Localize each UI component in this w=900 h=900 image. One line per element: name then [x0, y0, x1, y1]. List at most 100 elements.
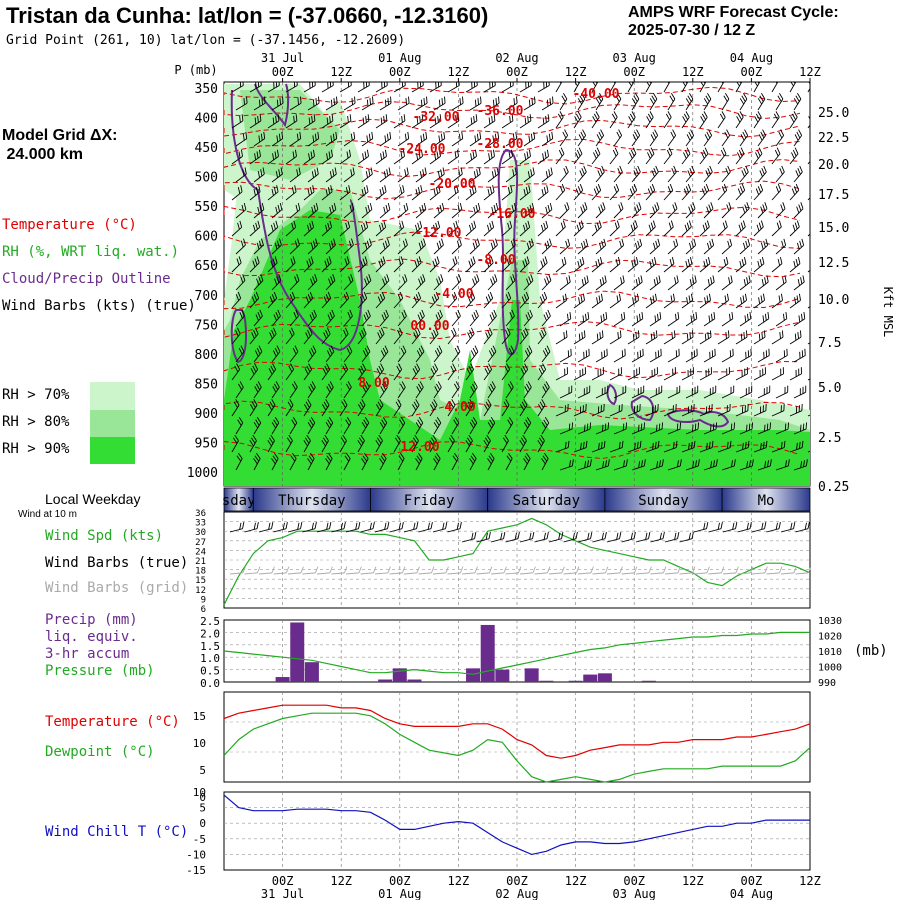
wind-barb-staff — [717, 82, 725, 93]
wind-barb-flag — [596, 147, 601, 154]
wind-barb-staff — [735, 373, 748, 381]
wind-barb — [771, 257, 783, 273]
wind-barb-flag — [577, 260, 580, 268]
wind-barb-flag — [418, 347, 423, 355]
wind-barb-flag — [372, 96, 374, 104]
wind-barb-flag — [587, 460, 589, 467]
wind-barb-flag — [459, 521, 462, 529]
wind-barb-flag — [724, 295, 727, 303]
wind-barb — [717, 367, 730, 381]
wind-barb-staff — [451, 315, 461, 327]
wind-barb-flag — [688, 242, 692, 250]
wind-barb-staff — [375, 191, 387, 201]
wind-barb-flag — [793, 186, 798, 193]
wind-barb-flag — [514, 167, 517, 175]
wind-barb-staff — [357, 440, 365, 453]
wind-barb — [339, 220, 351, 237]
wind-barb-flag — [255, 291, 260, 299]
wind-barb-staff — [325, 280, 336, 291]
wind-barb-staff — [645, 190, 656, 201]
wind-barb-flag — [437, 82, 440, 88]
surface-wind-barb — [766, 521, 781, 533]
wind-barb-flag — [277, 204, 281, 212]
wind-barb — [757, 422, 772, 435]
wind-barb-staff — [645, 299, 657, 309]
wind-barb-staff — [635, 572, 649, 575]
wind-barb-flag — [513, 238, 516, 246]
wind-barb-staff — [249, 369, 259, 381]
wind-barb-flag — [566, 277, 569, 284]
wind-barb-staff — [411, 298, 422, 309]
wind-barb-staff — [505, 102, 518, 111]
wind-barb-flag — [779, 257, 783, 264]
wind-barb-flag — [522, 260, 526, 268]
wind-barb-flag — [509, 312, 513, 319]
wind-barb-flag — [384, 185, 387, 192]
wind-barb-flag — [276, 135, 279, 143]
wind-barb-staff — [451, 244, 462, 255]
wind-barb-flag — [746, 202, 750, 209]
wind-barb-staff — [231, 191, 243, 201]
wind-barb-flag — [742, 442, 744, 450]
wind-barb-flag — [540, 260, 544, 268]
wind-barb — [303, 327, 313, 345]
wind-barb — [699, 183, 710, 201]
wind-barb — [375, 363, 385, 381]
wind-barb-staff — [699, 336, 712, 345]
wind-barb — [757, 238, 769, 255]
wind-barb-flag — [632, 222, 636, 230]
wind-barb-flag — [590, 566, 594, 574]
wind-barb-flag — [705, 258, 709, 266]
wind-barb-staff — [595, 171, 605, 183]
wind-barb-staff — [321, 120, 334, 129]
wind-barb-flag — [432, 260, 436, 268]
wind-barb-staff — [389, 528, 403, 533]
surface-wind-barb — [519, 531, 535, 543]
wind-barb-staff — [613, 355, 626, 363]
wind-barb-flag — [800, 202, 804, 209]
wind-barb — [429, 291, 440, 309]
wind-barb-flag — [676, 275, 679, 283]
wind-barb — [451, 131, 464, 147]
wind-barb-flag — [679, 422, 682, 430]
wind-barb-flag — [564, 441, 567, 449]
wind-barb-flag — [472, 278, 476, 286]
wind-barb-staff — [541, 351, 551, 363]
wind-barb-flag — [305, 296, 310, 303]
grid-wind-barb — [737, 566, 754, 575]
wind-barb-staff — [627, 153, 637, 165]
height-tick-label: 0.25 — [818, 480, 849, 495]
wind-barb — [253, 381, 262, 399]
wind-barb-staff — [339, 298, 350, 309]
wind-barb-staff — [699, 373, 712, 381]
wind-barb-flag — [414, 365, 419, 373]
wind-barb — [559, 129, 569, 147]
wind-barb-staff — [681, 226, 692, 237]
wind-barb-staff — [501, 85, 514, 93]
wind-barb-staff — [703, 244, 714, 255]
wind-barb-flag — [588, 348, 590, 356]
wind-barb-staff — [271, 209, 283, 219]
wind-barb-flag — [271, 566, 275, 574]
wind-barb — [703, 275, 715, 291]
wind-barb-flag — [330, 240, 334, 248]
wind-barb — [559, 312, 572, 327]
wind-barb-flag — [693, 238, 697, 246]
grid-point-label: Grid Point (261, 10) lat/lon = (-37.1456… — [6, 33, 406, 48]
wind-barb-staff — [343, 315, 353, 327]
wind-barb — [523, 416, 532, 435]
wind-barb-flag — [351, 202, 355, 210]
wind-barb-flag — [327, 419, 332, 426]
temperature-contour — [224, 138, 801, 157]
wind-barb-flag — [261, 238, 264, 246]
wind-barb-flag — [783, 238, 787, 246]
wind-barb-flag — [690, 441, 693, 449]
wind-barb-staff — [739, 244, 750, 255]
wind-barb-staff — [757, 171, 767, 183]
wind-barb-flag — [636, 129, 641, 136]
wind-barb-flag — [395, 401, 400, 408]
wind-barb — [375, 291, 386, 309]
wind-barb-flag — [633, 258, 637, 266]
wind-barb-staff — [627, 116, 636, 129]
wind-barb-staff — [780, 528, 794, 533]
